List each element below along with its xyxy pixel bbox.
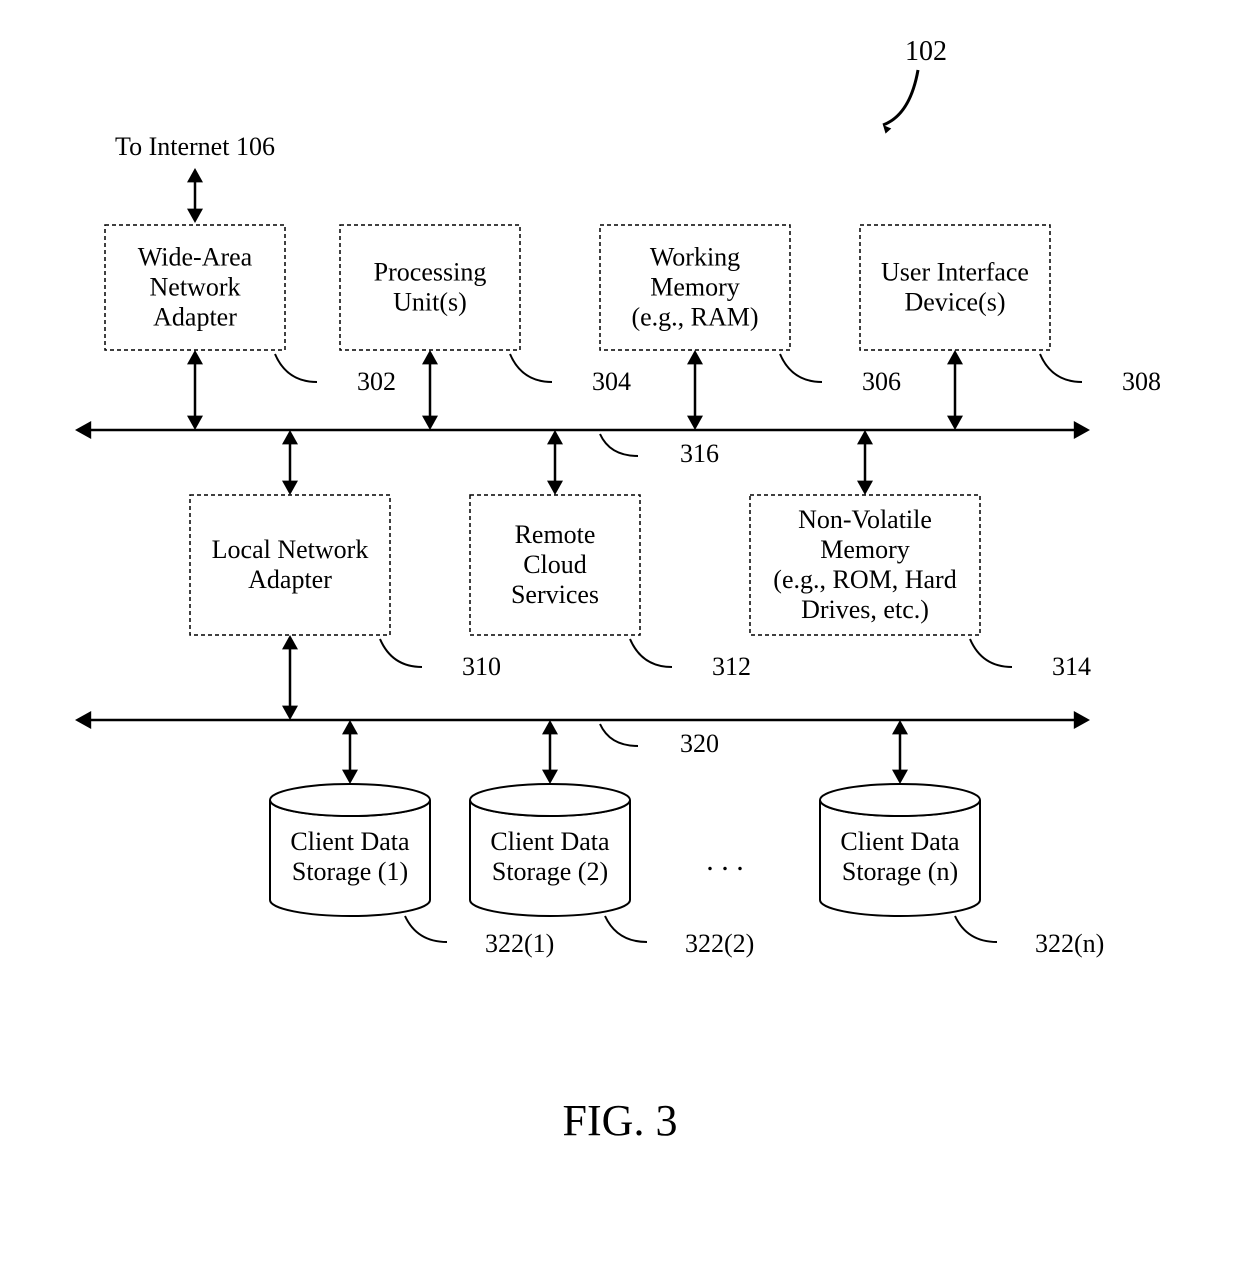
ref-302: 302 <box>357 367 396 396</box>
box-nvm-line: (e.g., ROM, Hard <box>773 565 956 594</box>
ref-314: 314 <box>1052 652 1091 681</box>
box-wm-line: (e.g., RAM) <box>631 303 758 332</box>
ref-322-1: 322(1) <box>485 929 554 958</box>
box-wan-line: Adapter <box>153 303 237 332</box>
box-lan-line: Adapter <box>248 565 332 594</box>
box-wm: WorkingMemory(e.g., RAM) <box>600 225 790 350</box>
box-lan: Local NetworkAdapter <box>190 495 390 635</box>
cyl-1-l1: Client Data <box>290 827 410 856</box>
ref-304: 304 <box>592 367 631 396</box>
ref-312: 312 <box>712 652 751 681</box>
ref-102: 102 <box>905 36 947 67</box>
box-proc-line: Unit(s) <box>393 288 467 317</box>
box-nvm-line: Memory <box>820 535 910 564</box>
box-nvm-line: Non-Volatile <box>798 505 932 534</box>
box-wan-line: Wide-Area <box>138 243 253 272</box>
box-rcs-line: Services <box>511 580 599 609</box>
cyl-n-l2: Storage (n) <box>842 857 958 886</box>
box-nvm: Non-VolatileMemory(e.g., ROM, HardDrives… <box>750 495 980 635</box>
ref-310: 310 <box>462 652 501 681</box>
figure-caption: FIG. 3 <box>563 1096 678 1145</box>
ref-322-2: 322(2) <box>685 929 754 958</box>
box-wm-line: Memory <box>650 273 740 302</box>
cyl-1: Client DataStorage (1) <box>270 784 430 916</box>
cyl-1-l2: Storage (1) <box>292 857 408 886</box>
box-proc-line: Processing <box>374 258 487 287</box>
ref-306: 306 <box>862 367 901 396</box>
bus-ref: 320 <box>680 729 719 758</box>
ref-308: 308 <box>1122 367 1161 396</box>
box-uid-line: User Interface <box>881 258 1029 287</box>
box-uid-line: Device(s) <box>904 288 1005 317</box>
ref-102-arrow <box>883 70 918 125</box>
box-rcs: RemoteCloudServices <box>470 495 640 635</box>
box-wm-line: Working <box>650 243 740 272</box>
box-proc: ProcessingUnit(s) <box>340 225 520 350</box>
box-rcs-line: Cloud <box>523 550 587 579</box>
box-uid: User InterfaceDevice(s) <box>860 225 1050 350</box>
cyl-n: Client DataStorage (n) <box>820 784 980 916</box>
ref-322-n: 322(n) <box>1035 929 1104 958</box>
cyl-2-l1: Client Data <box>490 827 610 856</box>
cyl-n-l1: Client Data <box>840 827 960 856</box>
bus-ref: 316 <box>680 439 719 468</box>
box-lan-line: Local Network <box>212 535 369 564</box>
cyl-2: Client DataStorage (2) <box>470 784 630 916</box>
box-rcs-line: Remote <box>515 520 596 549</box>
cyl-2-l2: Storage (2) <box>492 857 608 886</box>
box-wan-line: Network <box>150 273 241 302</box>
internet-label: To Internet 106 <box>115 132 275 161</box>
ellipsis: . . . <box>706 844 744 877</box>
box-wan: Wide-AreaNetworkAdapter <box>105 225 285 350</box>
box-nvm-line: Drives, etc.) <box>801 595 929 624</box>
